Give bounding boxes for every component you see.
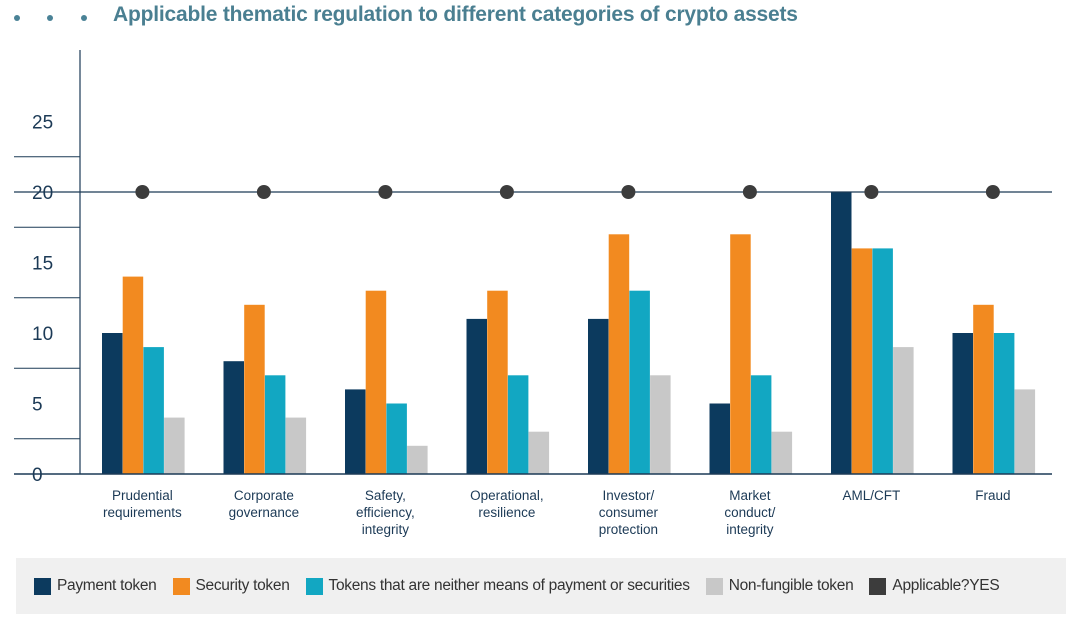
bar-payment-token-5 [709,403,730,474]
bar-tokens-that-are-neither-means-of-payment-or-securities-6 [872,248,893,474]
x-tick-label: Prudential requirements [103,488,182,520]
legend-item: Tokens that are neither means of payment… [305,577,690,595]
legend-swatch [34,577,51,595]
bar-payment-token-0 [102,333,123,474]
bar-non-fungible-token-4 [650,375,671,474]
bar-non-fungible-token-3 [528,431,550,474]
bar-tokens-that-are-neither-means-of-payment-or-securities-2 [386,403,407,474]
legend-label: Security token [195,577,290,594]
title-row: Applicable thematic regulation to differ… [0,0,1074,36]
applicable-marker [499,185,514,199]
legend-label: Non-fungible token [728,577,854,594]
bar-tokens-that-are-neither-means-of-payment-or-securities-7 [993,333,1015,474]
legend-swatch [172,577,190,595]
bar-payment-token-7 [952,333,973,474]
bar-payment-token-4 [588,318,609,474]
bar-non-fungible-token-5 [771,431,793,474]
decorative-dot-icon [47,15,53,21]
y-tick-label: 20 [32,183,53,204]
bar-security-token-4 [608,234,630,474]
x-tick-label: AML/CFT [843,488,901,503]
chart-title: Applicable thematic regulation to differ… [113,3,798,26]
legend-label: Tokens that are neither means of payment… [328,577,690,594]
bar-tokens-that-are-neither-means-of-payment-or-securities-4 [629,290,650,474]
legend-swatch [705,577,723,595]
applicable-marker [256,185,271,199]
legend-item: Applicable?YES [869,577,1000,595]
bar-non-fungible-token-6 [893,347,914,474]
bar-security-token-1 [244,304,265,474]
x-tick-label: Safety, efficiency, integrity [356,488,415,537]
applicable-marker [135,185,150,199]
x-tick-label: Corporate governance [229,488,300,520]
legend-item: Non-fungible token [705,577,854,595]
x-tick-label: Fraud [975,488,1010,503]
legend-item: Payment token [34,577,157,595]
legend-label: Applicable?YES [892,577,1000,594]
decorative-dot-icon [14,15,20,21]
applicable-marker [621,185,636,199]
bar-security-token-5 [730,234,751,474]
y-tick-label: 5 [32,395,43,416]
bar-payment-token-6 [831,192,852,474]
applicable-marker [742,185,757,199]
legend-swatch [869,577,887,595]
y-tick-label: 25 [32,113,53,134]
bar-security-token-3 [487,290,508,474]
y-tick-label: 10 [32,324,53,345]
bar-non-fungible-token-1 [285,417,307,474]
bar-security-token-6 [851,248,873,474]
legend-item: Security token [172,577,290,595]
bar-security-token-2 [365,290,387,474]
legend-swatch [305,577,323,595]
x-tick-label: Market conduct/integrity [724,488,775,537]
bar-tokens-that-are-neither-means-of-payment-or-securities-1 [264,375,286,474]
bar-security-token-7 [973,304,994,474]
bar-tokens-that-are-neither-means-of-payment-or-securities-5 [750,375,772,474]
bar-non-fungible-token-7 [1014,389,1036,474]
bar-security-token-0 [122,276,144,474]
y-tick-label: 0 [32,465,43,486]
bar-payment-token-2 [345,389,366,474]
applicable-marker [378,185,393,199]
bar-chart: 25 20 15 10 5 0 Prudential requirements Corporat… [14,50,1052,537]
legend: Payment token Security token Tokens that a… [16,558,1066,614]
bar-payment-token-3 [466,318,487,474]
x-tick-label: Operational, resilience [470,488,544,520]
bar-tokens-that-are-neither-means-of-payment-or-securities-0 [143,347,164,474]
applicable-marker [985,185,1000,199]
bar-non-fungible-token-0 [164,417,185,474]
y-tick-label: 15 [32,254,53,275]
applicable-marker [864,185,879,199]
bar-payment-token-1 [223,361,244,474]
bar-tokens-that-are-neither-means-of-payment-or-securities-3 [507,375,529,474]
x-tick-label: Investor/consumer protection [599,488,659,537]
decorative-dot-icon [81,15,87,21]
bar-non-fungible-token-2 [407,445,428,474]
legend-label: Payment token [57,577,157,594]
